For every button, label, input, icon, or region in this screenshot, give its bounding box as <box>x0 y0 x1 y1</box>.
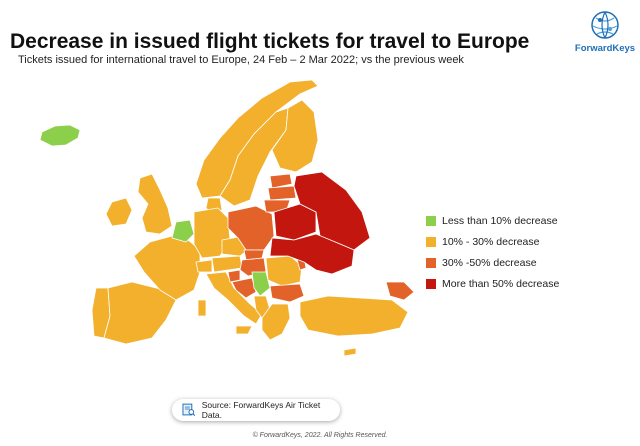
region-finland <box>271 99 319 173</box>
region-germany <box>193 207 231 259</box>
region-cyprus <box>343 347 357 357</box>
region-great-britain <box>137 173 173 235</box>
globe-logo-icon <box>591 11 619 39</box>
legend-swatch-orange <box>426 257 436 268</box>
copyright-footer: © ForwardKeys, 2022. All Rights Reserved… <box>252 432 388 439</box>
page-title: Decrease in issued flight tickets for tr… <box>10 30 530 53</box>
legend-swatch-yellow <box>426 236 436 247</box>
region-bulgaria <box>269 283 305 303</box>
region-estonia <box>269 173 293 189</box>
legend-swatch-green <box>426 215 436 226</box>
region-latvia <box>267 185 297 201</box>
region-romania <box>265 255 303 287</box>
region-iceland <box>39 124 81 147</box>
region-belgium-netherlands <box>171 219 195 243</box>
legend-label: More than 50% decrease <box>442 277 560 290</box>
legend-item: 30% -50% decrease <box>426 252 559 273</box>
region-slovenia <box>227 269 241 283</box>
legend-item: Less than 10% decrease <box>426 210 559 231</box>
logo-text: ForwardKeys <box>574 43 636 54</box>
region-croatia-bosnia <box>231 277 257 299</box>
legend-item: More than 50% decrease <box>426 273 559 294</box>
legend-label: 10% - 30% decrease <box>442 235 540 248</box>
region-austria <box>211 255 243 273</box>
legend-item: 10% - 30% decrease <box>426 231 559 252</box>
region-ukraine <box>269 233 355 275</box>
region-greece <box>261 303 291 341</box>
region-caucasus <box>385 281 415 301</box>
region-sicily <box>235 325 253 335</box>
region-spain <box>103 281 177 345</box>
source-text: Source: ForwardKeys Air Ticket Data. <box>201 400 321 420</box>
map-legend: Less than 10% decrease 10% - 30% decreas… <box>426 210 559 294</box>
region-switzerland <box>195 259 213 273</box>
legend-label: Less than 10% decrease <box>442 214 558 227</box>
forwardkeys-logo: ForwardKeys <box>574 10 636 56</box>
legend-swatch-red <box>426 278 436 289</box>
legend-label: 30% -50% decrease <box>442 256 537 269</box>
region-serbia <box>251 271 271 297</box>
region-sardinia <box>197 299 207 317</box>
region-ireland <box>105 197 133 227</box>
document-search-icon <box>182 403 196 417</box>
page-subtitle: Tickets issued for international travel … <box>18 54 464 66</box>
source-note: Source: ForwardKeys Air Ticket Data. <box>172 399 340 421</box>
region-turkey <box>299 295 409 337</box>
